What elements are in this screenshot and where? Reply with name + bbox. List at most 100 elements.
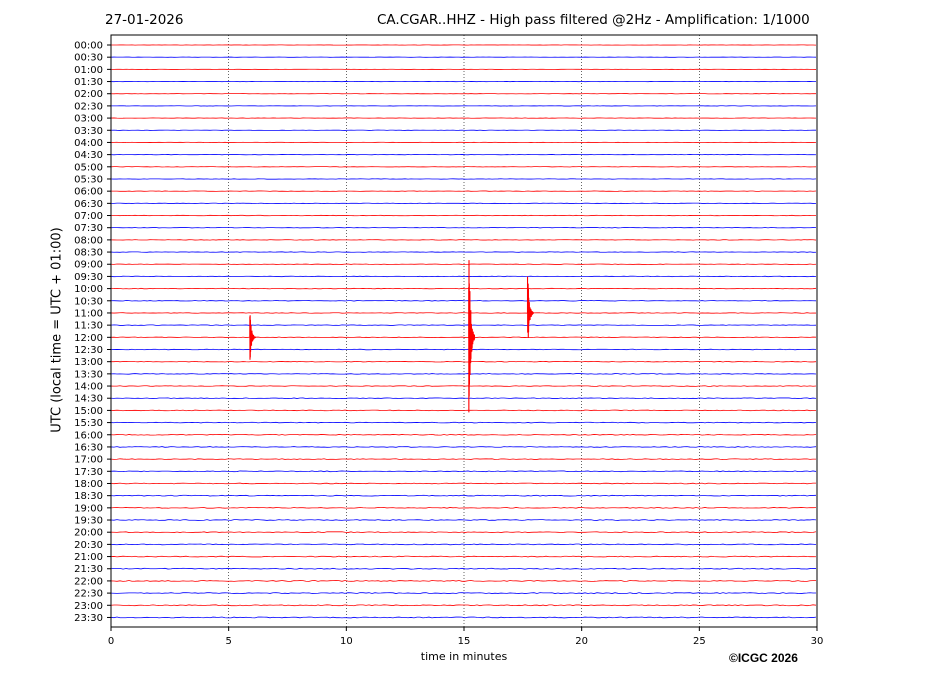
trace-line [110, 531, 817, 534]
y-tick-label: 09:00 [74, 260, 103, 271]
x-tick-label: 10 [340, 636, 353, 647]
trace-line [110, 397, 817, 399]
y-tick-label: 04:30 [74, 150, 103, 161]
trace-line [110, 604, 817, 607]
y-tick-label: 05:30 [74, 174, 103, 185]
y-tick-label: 22:30 [74, 589, 103, 600]
trace-line [110, 494, 817, 497]
x-tick-label: 20 [575, 636, 588, 647]
y-tick-label: 13:00 [74, 357, 103, 368]
y-tick-label: 23:00 [74, 601, 103, 612]
y-tick-label: 00:30 [74, 53, 103, 64]
trace-line [110, 324, 817, 326]
chart-date: 27-01-2026 [105, 12, 184, 28]
seismic-events [249, 260, 534, 413]
trace-line [110, 458, 817, 460]
y-tick-label: 15:30 [74, 418, 103, 429]
y-tick-label: 08:30 [74, 248, 103, 259]
copyright-notice: ©ICGC 2026 [729, 651, 798, 665]
trace-line [110, 519, 817, 521]
y-tick-label: 09:30 [74, 272, 103, 283]
y-tick-label: 21:00 [74, 552, 103, 563]
y-tick-label: 13:30 [74, 369, 103, 380]
y-tick-label: 01:30 [74, 77, 103, 88]
y-tick-label: 17:00 [74, 455, 103, 466]
y-tick-label: 12:30 [74, 345, 103, 356]
y-tick-label: 12:00 [74, 333, 103, 344]
trace-line [110, 360, 817, 363]
y-tick-label: 20:00 [74, 528, 103, 539]
y-tick-label: 10:00 [74, 284, 103, 295]
event-burst [249, 333, 256, 342]
y-tick-label: 22:00 [74, 576, 103, 587]
y-tick-label: 08:00 [74, 235, 103, 246]
y-tick-label: 07:00 [74, 211, 103, 222]
y-tick-label: 18:30 [74, 491, 103, 502]
y-tick-label: 11:30 [74, 321, 103, 332]
trace-line [110, 421, 817, 424]
trace-line [110, 446, 817, 448]
trace-line [110, 616, 817, 619]
y-tick-label: 04:00 [74, 138, 103, 149]
trace-line [110, 348, 817, 351]
chart-title: CA.CGAR..HHZ - High pass filtered @2Hz -… [377, 12, 810, 28]
y-tick-label: 00:00 [74, 41, 103, 52]
y-tick-label: 23:30 [74, 613, 103, 624]
trace-line [110, 312, 817, 314]
y-tick-label: 02:30 [74, 101, 103, 112]
x-tick-label: 5 [225, 636, 231, 647]
y-tick-label: 14:00 [74, 382, 103, 393]
x-axis-label: time in minutes [420, 650, 508, 663]
y-tick-label: 18:00 [74, 479, 103, 490]
trace-line [110, 543, 817, 546]
trace-line [110, 287, 817, 290]
trace-line [110, 275, 817, 278]
trace-line [110, 580, 817, 582]
trace-line [110, 409, 817, 412]
x-tick-label: 0 [108, 636, 114, 647]
event-spike [526, 276, 534, 338]
x-tick-label: 25 [693, 636, 706, 647]
y-tick-label: 15:00 [74, 406, 103, 417]
y-tick-label: 19:30 [74, 516, 103, 527]
trace-lines [110, 44, 817, 619]
trace-line [110, 336, 817, 339]
event-burst [527, 308, 534, 317]
trace-line [110, 592, 817, 594]
y-tick-label: 03:00 [74, 114, 103, 125]
y-tick-label: 21:30 [74, 564, 103, 575]
y-tick-label: 14:30 [74, 394, 103, 405]
event-spike [468, 260, 476, 413]
trace-line [110, 300, 817, 302]
y-tick-label: 03:30 [74, 126, 103, 137]
event-burst [468, 333, 475, 342]
trace-line [110, 434, 817, 436]
y-tick-label: 05:00 [74, 162, 103, 173]
trace-line [110, 507, 817, 509]
y-tick-label: 06:30 [74, 199, 103, 210]
y-tick-label: 17:30 [74, 467, 103, 478]
trace-line [110, 373, 817, 375]
x-axis-ticks: 0 5 10 15 20 25 30 [108, 627, 824, 647]
trace-line [110, 470, 817, 473]
y-tick-label: 01:00 [74, 65, 103, 76]
trace-line [110, 567, 817, 570]
trace-line [110, 555, 817, 558]
y-tick-label: 19:00 [74, 503, 103, 514]
y-tick-label: 02:00 [74, 89, 103, 100]
plot-frame [110, 34, 818, 628]
grid-lines [228, 35, 700, 627]
y-tick-label: 16:30 [74, 442, 103, 453]
y-tick-label: 11:00 [74, 308, 103, 319]
x-tick-label: 15 [458, 636, 471, 647]
y-tick-label: 16:00 [74, 430, 103, 441]
y-tick-label: 20:30 [74, 540, 103, 551]
trace-line [110, 251, 817, 253]
trace-line [110, 263, 817, 265]
trace-line [110, 385, 817, 387]
x-tick-label: 30 [811, 636, 824, 647]
trace-line [110, 482, 817, 485]
y-tick-label: 06:00 [74, 187, 103, 198]
